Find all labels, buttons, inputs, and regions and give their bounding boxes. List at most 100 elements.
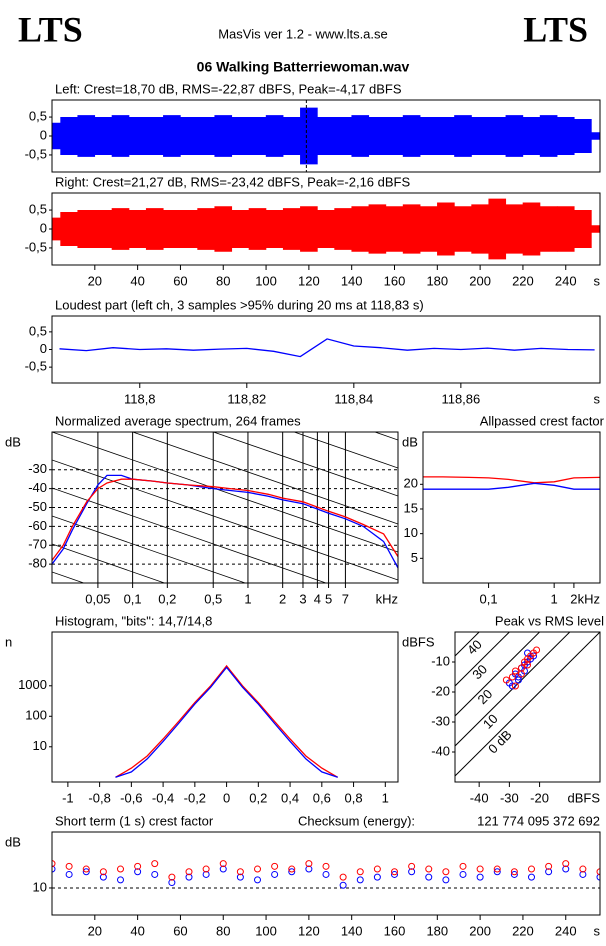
x-tick-label: 0,2: [249, 790, 267, 805]
y-axis-label: dB: [5, 434, 21, 449]
crest-line: [455, 632, 600, 777]
data-point: [514, 676, 522, 684]
data-line: [59, 338, 595, 358]
panel-title: Peak vs RMS level: [495, 613, 604, 628]
y-tick-label: 10: [33, 738, 47, 753]
data-point: [356, 876, 364, 884]
x-axis-label: s: [594, 273, 601, 288]
data-point: [373, 865, 381, 873]
x-tick-label: 2: [279, 591, 286, 606]
plot-frame: [51, 192, 601, 266]
x-tick-label: 0,4: [281, 790, 299, 805]
x-tick-label: 1: [382, 790, 389, 805]
data-point: [596, 873, 600, 881]
plot-area: [423, 476, 600, 490]
x-axis-label: s: [594, 391, 601, 406]
plot-frame: [422, 431, 601, 584]
panel-title: Left: Crest=18,70 dB, RMS=-22,87 dBFS, P…: [55, 81, 402, 96]
crest-line: [455, 632, 571, 747]
y-tick-label: 0: [40, 127, 47, 142]
x-tick-label: -0,4: [152, 790, 174, 805]
data-line: [423, 476, 600, 484]
file-name: 06 Walking Batterriewoman.wav: [197, 59, 410, 75]
data-point: [579, 865, 587, 873]
data-point: [202, 865, 210, 873]
data-point: [524, 661, 531, 669]
data-point: [99, 868, 107, 876]
crest-line: [455, 632, 541, 717]
data-point: [288, 865, 296, 873]
slope-line: [52, 543, 166, 583]
slope-line: [52, 487, 328, 583]
data-point: [545, 862, 553, 870]
data-point: [511, 682, 519, 690]
data-point: [545, 868, 553, 876]
x-tick-label: 140: [341, 273, 363, 288]
data-line: [52, 474, 398, 569]
data-point: [236, 873, 244, 881]
y-tick-label: 10: [33, 879, 47, 894]
x-tick-label: 200: [469, 923, 491, 938]
x-tick-label: 100: [255, 273, 277, 288]
x-tick-label: 1: [551, 591, 558, 606]
logo: LTS: [523, 9, 588, 49]
slope-line: [292, 432, 398, 469]
x-tick-label: 140: [341, 923, 363, 938]
annotation: Checksum (energy):: [298, 813, 415, 828]
data-point: [117, 865, 124, 873]
x-tick-label: 0,6: [313, 790, 331, 805]
y-tick-label: 5: [411, 550, 418, 565]
x-axis-label: dBFS: [567, 790, 600, 805]
y-tick-label: -30: [28, 461, 47, 476]
slope-line: [52, 684, 398, 804]
x-tick-label: 240: [555, 273, 577, 288]
x-tick-label: 118,84: [334, 391, 373, 406]
plot-area: [52, 198, 600, 260]
crest-line-label: 10: [480, 711, 501, 732]
y-tick-label: -10: [431, 653, 450, 668]
slope-line: [52, 459, 398, 581]
x-tick-label: -0,6: [120, 790, 142, 805]
x-tick-label: 0,1: [480, 591, 498, 606]
data-point: [476, 865, 484, 873]
data-point: [579, 870, 587, 878]
x-tick-label: 220: [512, 273, 534, 288]
y-tick-label: -0,5: [25, 359, 47, 374]
x-tick-label: 2: [570, 591, 577, 606]
y-tick-label: 0: [40, 220, 47, 235]
data-point: [493, 865, 501, 873]
plot-area: [52, 860, 600, 889]
x-tick-label: -0,2: [184, 790, 206, 805]
data-point: [530, 652, 538, 660]
y-tick-label: -20: [431, 683, 450, 698]
data-point: [391, 868, 398, 876]
y-tick-label: -30: [431, 713, 450, 728]
x-axis-label: s: [594, 923, 601, 938]
plot-frame: [51, 99, 601, 173]
data-point: [82, 868, 90, 876]
data-point: [202, 870, 210, 878]
data-point: [65, 862, 73, 870]
data-point: [356, 868, 364, 876]
x-tick-label: 0: [223, 790, 230, 805]
data-point: [52, 860, 56, 868]
x-tick-label: 80: [216, 273, 230, 288]
x-tick-label: 0,1: [124, 591, 142, 606]
x-tick-label: -1: [62, 790, 74, 805]
y-axis-label: dB: [5, 834, 21, 849]
y-tick-label: 1000: [18, 677, 47, 692]
y-tick-label: 100: [25, 708, 47, 723]
data-point: [134, 862, 142, 870]
panel-title: Short term (1 s) crest factor: [55, 813, 214, 828]
data-point: [305, 860, 313, 868]
data-point: [533, 646, 541, 654]
x-tick-label: 60: [173, 923, 187, 938]
data-point: [562, 860, 570, 868]
y-tick-label: 0,5: [29, 108, 47, 123]
data-point: [459, 870, 467, 878]
data-point: [528, 865, 535, 873]
x-axis-label: kHz: [376, 591, 398, 606]
data-point: [168, 879, 176, 887]
data-line: [115, 664, 339, 778]
